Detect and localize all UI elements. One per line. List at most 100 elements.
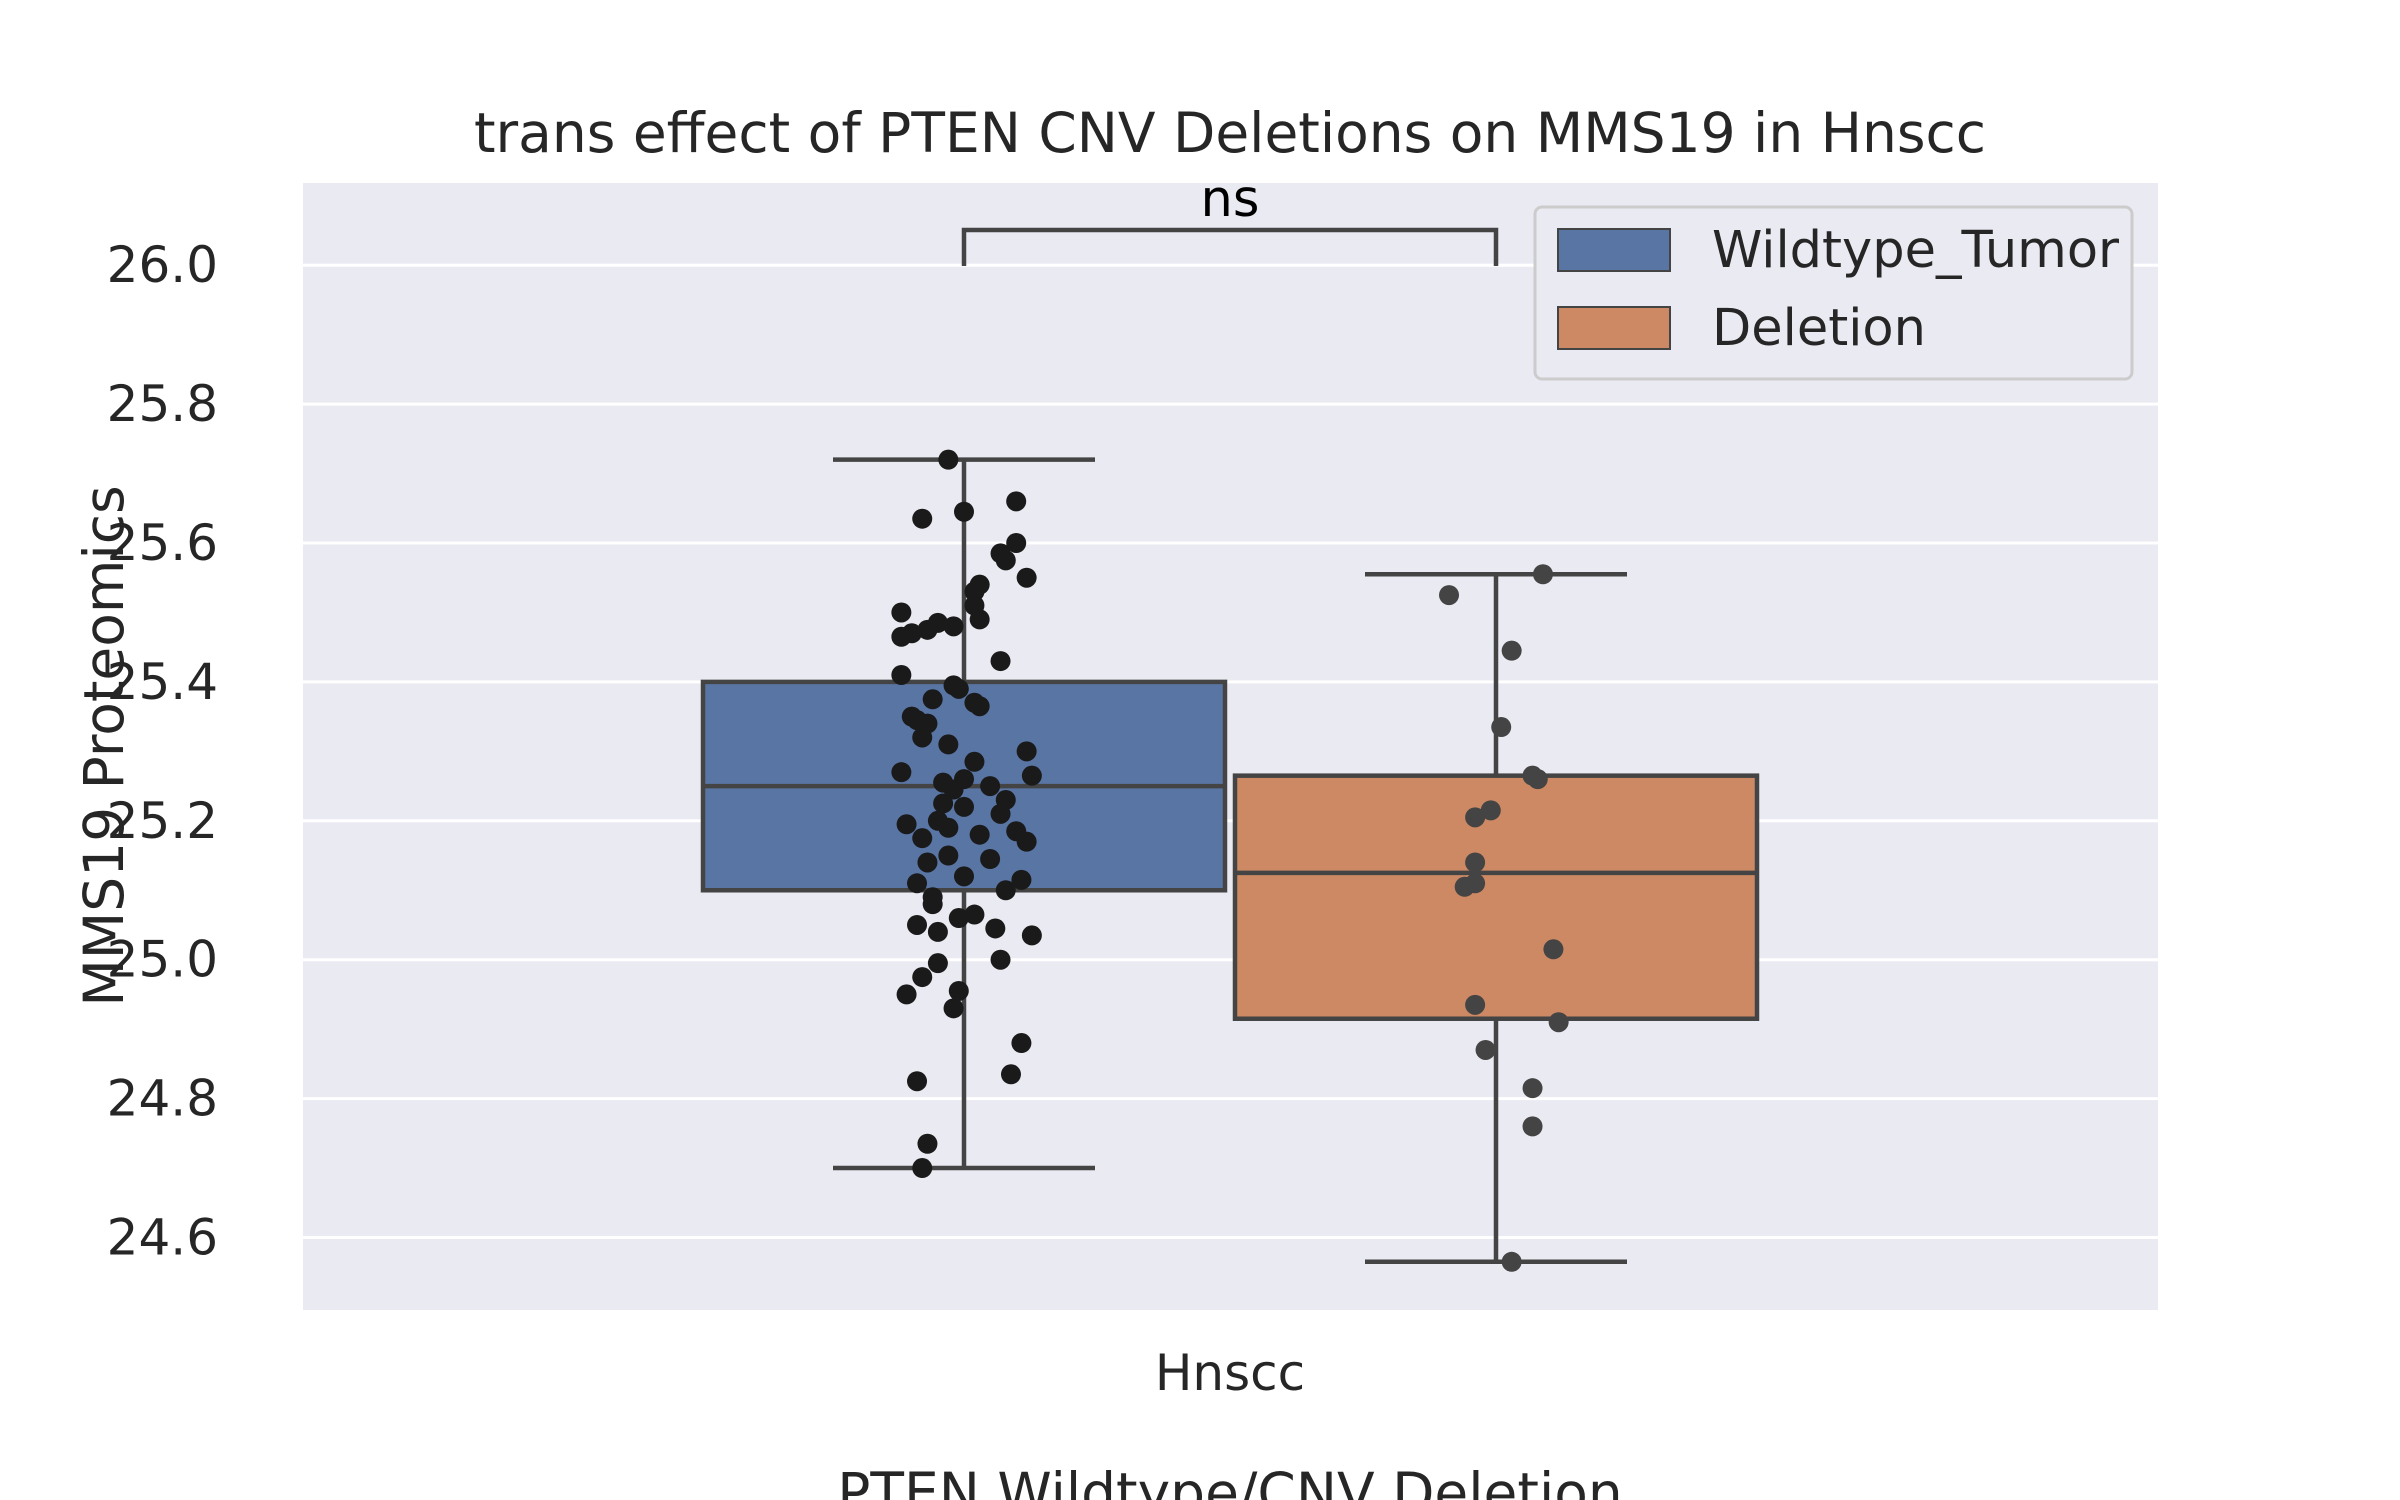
data-point [1465, 994, 1486, 1015]
data-point [1016, 831, 1037, 852]
y-tick-label: 24.6 [107, 1209, 218, 1267]
data-point [922, 894, 943, 915]
legend-frame [1533, 205, 2134, 381]
data-point [1501, 1251, 1522, 1272]
y-axis-label: MMS19 Proteomics [72, 485, 136, 1006]
data-point [943, 779, 964, 800]
box-wildtype-tumor [700, 457, 1228, 1171]
y-tick-label: 24.8 [107, 1070, 218, 1128]
data-point [917, 619, 938, 640]
data-point [1016, 741, 1037, 762]
data-point [985, 918, 1006, 939]
data-point [954, 796, 974, 817]
significance-label: ns [1201, 170, 1260, 229]
data-points [891, 449, 1569, 1272]
data-point [1439, 585, 1460, 606]
data-point [995, 550, 1016, 571]
data-point [907, 873, 928, 894]
data-point [912, 727, 933, 748]
legend-label-deletion: Deletion [1712, 299, 1926, 358]
data-point [954, 866, 974, 887]
data-point [969, 824, 990, 845]
data-point [933, 793, 954, 814]
data-point [1480, 800, 1501, 821]
data-point [1491, 717, 1512, 738]
data-point [891, 602, 912, 623]
data-point [896, 984, 917, 1005]
data-point [917, 852, 938, 873]
data-point [912, 508, 933, 529]
data-point [922, 689, 943, 710]
data-point [1021, 925, 1042, 946]
data-point [891, 664, 912, 685]
data-point [1465, 852, 1486, 873]
data-point [964, 751, 985, 772]
data-point [943, 998, 964, 1019]
data-point [917, 1133, 938, 1154]
data-point [980, 776, 1001, 797]
data-point [1006, 533, 1027, 553]
data-point [907, 1071, 928, 1092]
y-tick-label: 25.2 [107, 792, 218, 850]
data-point [954, 501, 974, 522]
data-point [990, 803, 1011, 824]
data-point [995, 880, 1016, 901]
data-point [938, 845, 959, 866]
data-point [1527, 769, 1548, 790]
data-point [1016, 567, 1037, 588]
data-point [1501, 640, 1522, 661]
legend-swatch-wildtype [1557, 228, 1671, 272]
y-tick-label: 25.4 [107, 653, 218, 711]
data-point [896, 814, 917, 835]
data-point [891, 626, 912, 647]
gridlines [303, 263, 2158, 1239]
data-point [1006, 491, 1027, 512]
y-tick-label: 26.0 [107, 236, 218, 294]
data-point [1522, 1078, 1543, 1099]
data-point [1475, 1039, 1496, 1060]
data-point [1532, 564, 1553, 585]
data-point [1011, 1033, 1032, 1054]
data-point [1011, 869, 1032, 890]
data-point [980, 848, 1001, 869]
y-tick-label: 25.0 [107, 931, 218, 989]
y-tick-labels: 24.6 24.8 25.0 25.2 25.4 25.6 25.8 26.0 [107, 236, 218, 1266]
data-point [1465, 807, 1486, 828]
data-point [938, 734, 959, 755]
data-point [948, 980, 969, 1001]
legend-label-wildtype: Wildtype_Tumor [1712, 221, 2119, 280]
data-point [912, 828, 933, 849]
data-point [927, 921, 948, 942]
data-point [943, 616, 964, 637]
data-point [912, 967, 933, 988]
data-point [964, 904, 985, 925]
data-point [1454, 876, 1475, 897]
data-point [927, 953, 948, 974]
data-point [990, 651, 1011, 672]
data-point [948, 678, 969, 699]
data-point [938, 817, 959, 838]
data-point [1522, 1116, 1543, 1137]
x-axis-label: PTEN Wildtype/CNV Deletion [837, 1461, 1623, 1500]
y-tick-label: 25.6 [107, 514, 218, 572]
data-point [1000, 1064, 1021, 1085]
legend: Wildtype_Tumor Deletion [1533, 205, 2134, 381]
data-point [990, 949, 1011, 970]
data-point [891, 762, 912, 783]
data-point [969, 696, 990, 717]
data-point [964, 581, 985, 602]
significance-annotation: ns [961, 170, 1499, 266]
data-point [969, 609, 990, 630]
data-point [938, 449, 959, 470]
data-point [948, 908, 969, 929]
data-point [1021, 765, 1042, 786]
significance-bracket [961, 227, 1499, 266]
x-tick-label: Hnscc [1155, 1344, 1305, 1402]
legend-swatch-deletion [1557, 306, 1671, 350]
data-point [1543, 939, 1564, 960]
data-point [1548, 1012, 1569, 1033]
y-tick-label: 25.8 [107, 375, 218, 433]
chart-title: trans effect of PTEN CNV Deletions on MM… [474, 101, 1986, 165]
data-point [912, 1158, 933, 1179]
